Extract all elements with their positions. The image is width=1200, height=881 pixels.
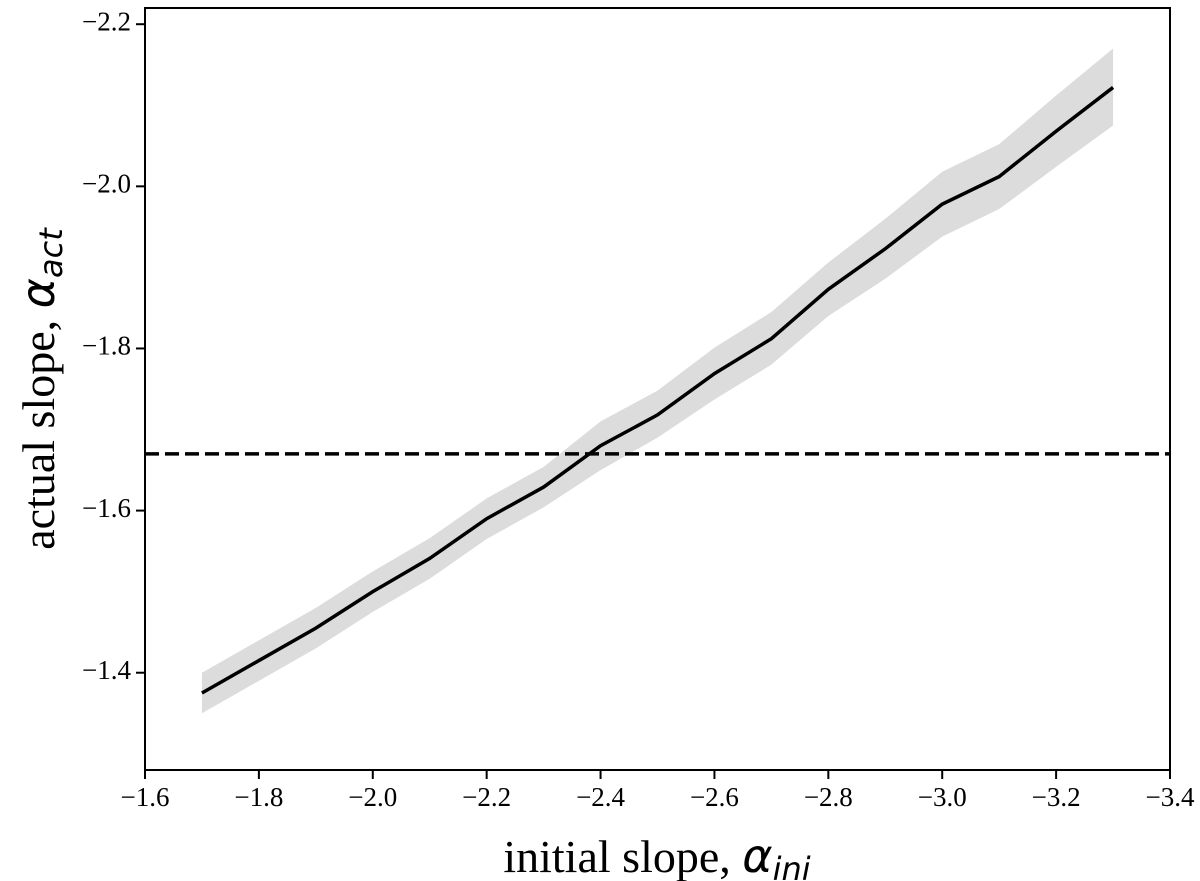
y-tick-label: −1.8 [82,331,131,361]
x-tick-label: −1.8 [234,782,283,812]
x-label-subscript: ini [773,850,811,881]
y-tick-label: −2.2 [82,6,131,36]
line [201,86,1115,695]
y-tick-label: −2.0 [82,169,131,199]
x-tick-label: −3.2 [1032,782,1081,812]
y-tick-label: −1.6 [82,493,131,523]
y-label-symbol: α [11,278,65,308]
y-tick-label: −1.4 [82,655,131,685]
x-tick-label: −1.6 [121,782,170,812]
y-label-subscript: act [32,227,70,278]
x-label-symbol: α [742,829,772,881]
x-tick-label: −2.6 [690,782,739,812]
x-tick-label: −3.0 [918,782,967,812]
y-label-text: actual slope, [13,308,64,549]
plot-frame [144,7,1171,771]
x-tick-label: −2.8 [804,782,853,812]
x-label-text: initial slope, [503,831,742,881]
x-tick-label: −3.4 [1146,782,1195,812]
x-axis-label: initial slope, αini [503,829,810,881]
y-axis-label: actual slope, αact [11,227,70,550]
band [201,48,1114,714]
x-tick-label: −2.0 [348,782,397,812]
x-tick-label: −2.4 [576,782,625,812]
x-tick-label: −2.2 [462,782,511,812]
